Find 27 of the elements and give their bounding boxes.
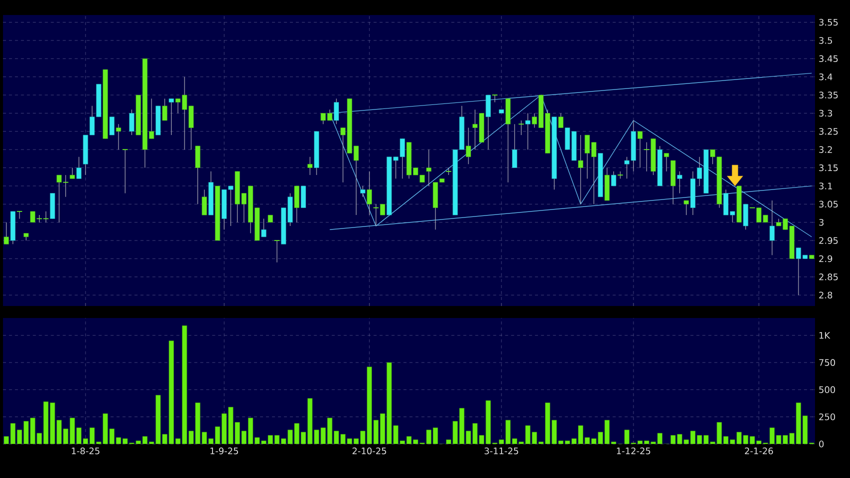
y-tick-label: 3.3 <box>819 110 832 117</box>
y-tick-label: 3.35 <box>819 92 838 98</box>
y-tick-label: 3.1 <box>819 182 832 190</box>
y-tick-label: 250 <box>819 413 836 420</box>
y-tick-label: 2.95 <box>819 237 838 244</box>
y-tick-label: 750 <box>819 359 836 366</box>
y-tick-label: 2.85 <box>819 274 838 280</box>
y-tick-label: 3.05 <box>819 200 838 208</box>
y-tick-label: 3.4 <box>819 73 832 80</box>
y-tick-label: 3.25 <box>819 128 838 135</box>
y-tick-label: 3.15 <box>819 164 838 172</box>
y-tick-label: 500 <box>819 386 836 394</box>
x-tick-label: 2-10-25 <box>352 448 386 454</box>
y-tick-label: 2.9 <box>819 255 832 262</box>
y-tick-label: 2.8 <box>819 292 832 298</box>
y-tick-label: 3.5 <box>819 37 832 44</box>
y-tick-label: 3.45 <box>819 55 838 62</box>
x-tick-label: 2-1-26 <box>744 448 773 454</box>
y-tick-label: 3 <box>819 218 824 226</box>
x-tick-label: 1-8-25 <box>72 448 100 454</box>
y-tick-label: 3.55 <box>819 18 838 26</box>
y-tick-label: 1K <box>820 332 830 339</box>
x-tick-label: 1-9-25 <box>210 448 238 454</box>
x-tick-label: 1-12-25 <box>616 448 650 454</box>
y-tick-label: 0 <box>819 440 824 448</box>
y-tick-label: 3.2 <box>819 146 832 153</box>
x-tick-label: 3-11-25 <box>484 448 518 454</box>
